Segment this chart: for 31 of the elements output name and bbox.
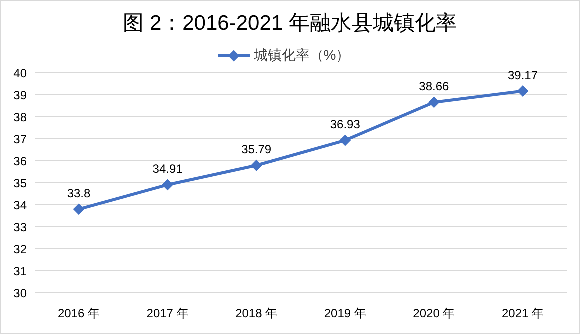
data-label: 38.66 (419, 79, 450, 94)
x-tick-label: 2018 年 (236, 306, 278, 321)
x-tick-label: 2016 年 (58, 306, 100, 321)
y-tick-label: 34 (14, 198, 28, 212)
x-tick-label: 2017 年 (146, 306, 189, 321)
point (340, 135, 351, 146)
data-label: 34.91 (152, 162, 184, 176)
x-tick-label: 2020 年 (413, 306, 456, 321)
data-label: 35.79 (242, 142, 272, 157)
y-tick-label: 35 (14, 176, 28, 190)
y-tick-label: 32 (14, 242, 28, 256)
y-tick-label: 31 (14, 264, 28, 278)
x-tick-label: 2019 年 (324, 306, 366, 321)
point (251, 160, 262, 172)
y-tick-label: 40 (14, 66, 28, 80)
point (428, 96, 440, 108)
data-label: 39.17 (508, 68, 538, 82)
x-tick-label: 2021 年 (502, 306, 544, 321)
y-tick-label: 38 (14, 110, 28, 124)
legend-label: 城镇化率（%） (254, 47, 350, 65)
y-tick-label: 30 (14, 286, 28, 300)
y-tick-label: 39 (14, 88, 28, 102)
chart-title: 图 2：2016-2021 年融水县城镇化率 (122, 11, 458, 37)
point (518, 86, 528, 97)
data-label: 36.93 (330, 118, 361, 132)
y-tick-label: 33 (14, 220, 28, 234)
y-tick-label: 36 (14, 154, 28, 168)
point (74, 204, 84, 215)
data-label: 33.8 (67, 186, 91, 200)
y-tick-label: 37 (14, 132, 28, 146)
point (162, 179, 174, 190)
